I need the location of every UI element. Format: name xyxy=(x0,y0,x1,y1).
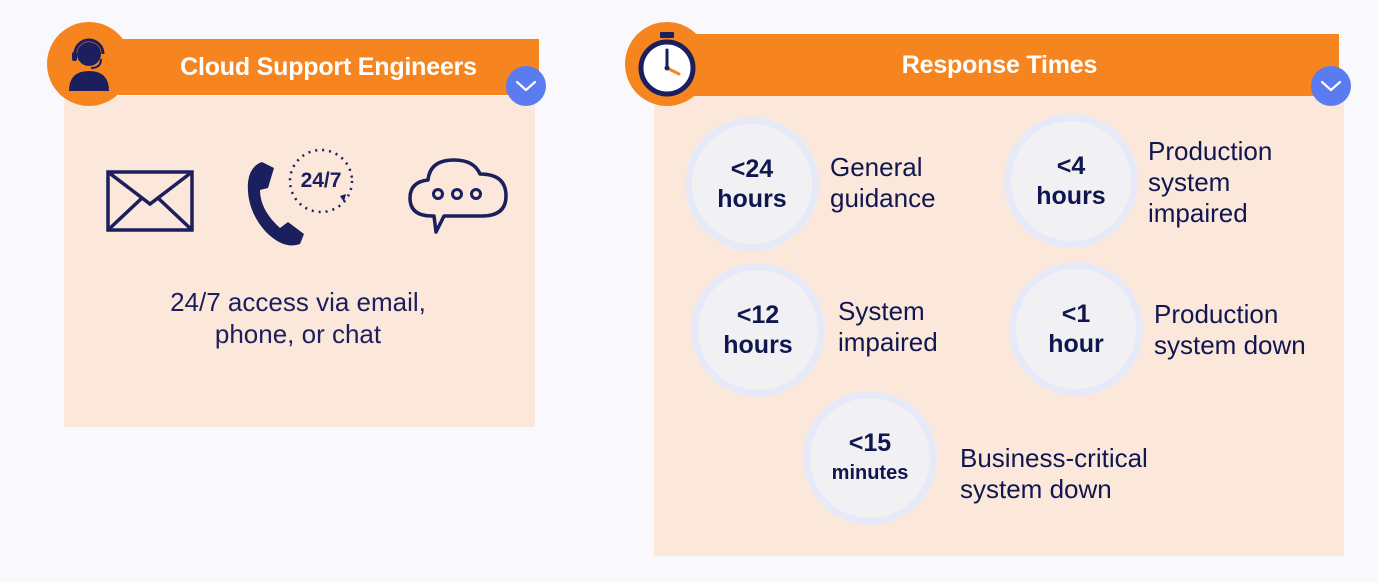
response-unit: minutes xyxy=(831,462,909,484)
response-circle-12h: <12 hours xyxy=(691,263,825,397)
response-unit: hours xyxy=(723,331,793,359)
response-label-line: System xyxy=(838,296,925,326)
response-value: <4 xyxy=(1056,152,1086,180)
response-title: Response Times xyxy=(901,50,1098,79)
response-value: <15 xyxy=(848,429,892,457)
support-header-bar[interactable]: Cloud Support Engineers xyxy=(118,39,539,95)
response-label-15m: Business-critical system down xyxy=(960,443,1148,505)
response-unit: hours xyxy=(1036,182,1106,210)
chat-bubble-icon xyxy=(408,158,508,234)
response-unit: hours xyxy=(717,185,787,213)
phone-handset-icon xyxy=(247,162,304,246)
phone-badge-text: 24/7 xyxy=(300,169,342,192)
clock-dotted-ring-icon xyxy=(288,148,354,214)
response-label-line: Business-critical xyxy=(960,443,1148,473)
response-label-1h: Production system down xyxy=(1154,299,1306,361)
phone-24-7-icon: 24/7 xyxy=(244,146,364,248)
response-label-line: Production xyxy=(1148,136,1273,166)
response-label-line: General xyxy=(830,152,923,182)
response-circle-4h: <4 hours xyxy=(1004,114,1138,248)
response-header-bar[interactable]: Response Times xyxy=(660,34,1339,96)
chevron-down-icon xyxy=(1320,80,1342,92)
response-circle-15m: <15 minutes xyxy=(803,391,937,525)
response-value: <1 xyxy=(1061,300,1091,328)
support-description: 24/7 access via email, phone, or chat xyxy=(100,286,496,350)
response-badge xyxy=(625,22,709,106)
response-label-24h: General guidance xyxy=(830,152,936,214)
headset-agent-icon xyxy=(69,38,109,91)
support-title: Cloud Support Engineers xyxy=(180,52,477,81)
response-label-line: Production xyxy=(1154,299,1279,329)
response-circle-1h: <1 hour xyxy=(1009,262,1143,396)
response-label-12h: System impaired xyxy=(838,296,938,358)
response-label-line: system down xyxy=(960,474,1112,504)
chevron-down-icon xyxy=(515,80,537,92)
response-value: <12 xyxy=(736,301,780,329)
response-label-line: system xyxy=(1148,167,1231,197)
support-description-line1: 24/7 access via email, xyxy=(170,287,426,317)
response-label-line: system down xyxy=(1154,330,1306,360)
response-value: <24 xyxy=(730,155,774,183)
support-description-line2: phone, or chat xyxy=(214,319,382,349)
response-label-line: guidance xyxy=(830,183,936,213)
support-expand-button[interactable] xyxy=(506,66,546,106)
response-expand-button[interactable] xyxy=(1311,66,1351,106)
response-label-line: impaired xyxy=(838,327,938,357)
response-unit: hour xyxy=(1048,330,1104,358)
response-label-line: impaired xyxy=(1148,198,1248,228)
support-panel xyxy=(64,96,535,427)
support-badge xyxy=(47,22,131,106)
response-circle-24h: <24 hours xyxy=(685,117,819,251)
stopwatch-icon xyxy=(638,32,696,97)
envelope-icon xyxy=(106,170,194,232)
response-label-4h: Production system impaired xyxy=(1148,136,1272,229)
